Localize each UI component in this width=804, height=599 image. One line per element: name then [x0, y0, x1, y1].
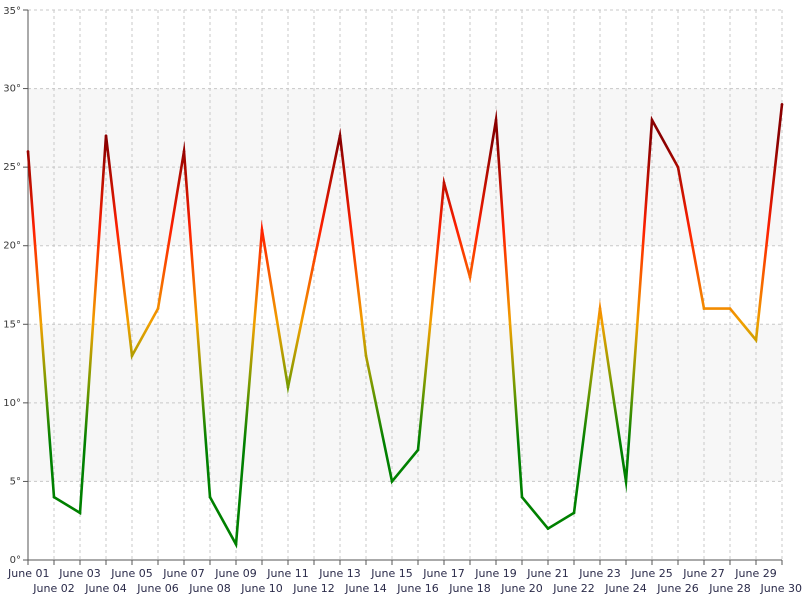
data-point — [104, 134, 108, 138]
x-tick-label: June 08 — [188, 582, 230, 595]
plot-bands — [28, 88, 782, 482]
gridlines — [28, 9, 783, 560]
data-point — [182, 150, 186, 153]
data-point — [572, 511, 576, 515]
data-point — [78, 511, 82, 515]
plot-band — [28, 88, 782, 246]
data-point — [156, 307, 160, 310]
data-point — [754, 338, 758, 342]
x-axis-ticks: June 01 June 02 June 03 June 04 June 05 June … — [7, 560, 802, 595]
x-tick-label: June 13 — [318, 567, 360, 580]
plot-band — [28, 324, 782, 482]
data-point — [26, 150, 30, 153]
data-point — [338, 134, 342, 138]
x-tick-label: June 27 — [682, 567, 724, 580]
data-point — [546, 527, 550, 530]
y-tick-label: 20° — [3, 241, 21, 252]
x-tick-label: June 04 — [84, 582, 126, 595]
x-tick-label: June 21 — [526, 567, 568, 580]
x-tick-label: June 16 — [396, 582, 438, 595]
data-point — [208, 495, 212, 499]
x-tick-label: June 11 — [266, 567, 308, 580]
data-point — [598, 307, 602, 310]
y-tick-label: 35° — [3, 6, 21, 17]
data-point — [364, 354, 368, 358]
y-tick-label: 30° — [3, 84, 21, 95]
x-tick-label: June 17 — [422, 567, 464, 580]
x-tick-label: June 30 — [760, 582, 802, 595]
x-tick-label: June 15 — [370, 567, 412, 580]
data-point — [312, 260, 316, 263]
x-tick-label: June 03 — [58, 567, 100, 580]
data-point — [728, 307, 732, 310]
data-point — [234, 542, 238, 546]
y-tick-label: 5° — [10, 476, 21, 487]
data-point — [650, 118, 654, 122]
x-tick-label: June 05 — [110, 567, 152, 580]
y-tick-label: 25° — [3, 162, 21, 173]
x-tick-label: June 25 — [630, 567, 672, 580]
x-tick-label: June 22 — [552, 582, 594, 595]
y-tick-label: 0° — [10, 555, 21, 566]
x-tick-label: June 24 — [604, 582, 646, 595]
x-tick-label: June 01 — [7, 567, 49, 580]
x-tick-label: June 29 — [734, 567, 776, 580]
series-group — [26, 102, 784, 549]
data-point — [780, 102, 784, 106]
x-tick-label: June 18 — [448, 582, 490, 595]
data-point — [286, 385, 290, 389]
x-tick-label: June 07 — [162, 567, 204, 580]
x-tick-label: June 06 — [136, 582, 178, 595]
x-tick-label: June 10 — [240, 582, 282, 595]
data-point — [442, 181, 446, 185]
x-tick-label: June 02 — [32, 582, 74, 595]
data-point — [494, 118, 498, 122]
data-point — [520, 495, 524, 499]
data-point — [52, 495, 56, 499]
x-tick-label: June 20 — [500, 582, 542, 595]
data-point — [624, 480, 628, 483]
y-axis-ticks: 0° 5° 10° 15° 20° 25° 30° 35° — [3, 6, 28, 566]
x-tick-label: June 14 — [344, 582, 386, 595]
axes — [27, 10, 782, 561]
data-point — [702, 307, 706, 310]
x-tick-label: June 26 — [656, 582, 698, 595]
data-point — [416, 448, 420, 452]
data-point — [130, 354, 134, 358]
series-line — [26, 104, 784, 549]
x-tick-label: June 23 — [578, 567, 620, 580]
x-tick-label: June 12 — [292, 582, 334, 595]
y-tick-label: 10° — [3, 398, 21, 409]
data-point — [260, 228, 264, 232]
x-tick-label: June 19 — [474, 567, 516, 580]
x-tick-label: June 09 — [214, 567, 256, 580]
data-point — [390, 480, 394, 483]
y-tick-label: 15° — [3, 319, 21, 330]
x-tick-label: June 28 — [708, 582, 750, 595]
data-point — [468, 275, 472, 279]
data-point — [676, 165, 680, 169]
